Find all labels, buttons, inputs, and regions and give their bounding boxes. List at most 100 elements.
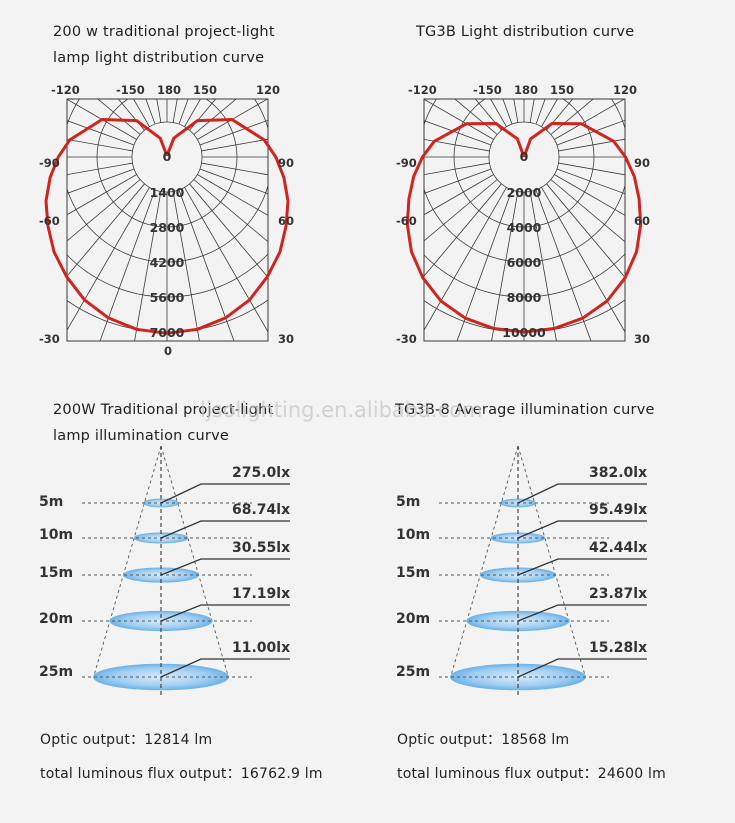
leader-line xyxy=(160,520,290,539)
radial-tick-label: 4000 xyxy=(507,220,542,235)
grid-radial xyxy=(178,189,235,341)
cone-edge xyxy=(450,445,519,678)
grid-radial xyxy=(172,191,200,341)
chart1-title-line1: 200 w traditional project-light xyxy=(53,24,275,40)
c2-lux-label: 95.49lx xyxy=(589,502,648,518)
leader-line xyxy=(160,558,290,576)
grid-radial xyxy=(193,179,268,243)
radial-tick-label: 7000 xyxy=(150,325,185,340)
center-label: 0 xyxy=(163,149,172,164)
grid-radial xyxy=(424,99,494,140)
p2-right-label: 60 xyxy=(634,214,651,228)
grid-radial xyxy=(491,191,519,341)
p2-left-label: -60 xyxy=(396,214,417,228)
grid-radial xyxy=(502,99,513,125)
grid-radial xyxy=(546,99,574,131)
grid-radial xyxy=(541,187,625,333)
p1-right-label: 60 xyxy=(278,214,295,228)
c1-lux-label: 17.19lx xyxy=(232,586,291,602)
c1-distance-label: 15m xyxy=(39,565,74,581)
grid-circle xyxy=(279,0,735,402)
grid-radial xyxy=(554,174,625,216)
grid-radial xyxy=(189,183,268,278)
c1-lux-label: 275.0lx xyxy=(232,465,291,481)
grid-radial xyxy=(490,99,507,127)
grid-radial xyxy=(67,138,133,152)
grid-radial xyxy=(541,99,558,127)
c1-distance-label: 25m xyxy=(39,664,74,680)
distribution-curve xyxy=(44,118,290,335)
chart3-title-line1: 200W Traditional project-light xyxy=(53,402,274,418)
p1-right-label: 30 xyxy=(278,332,295,346)
c2-distance-label: 15m xyxy=(396,565,431,581)
grid-radial xyxy=(456,189,513,341)
distribution-curve xyxy=(405,122,643,334)
grid-radial xyxy=(99,189,156,341)
chart3-title-line2: lamp illumination curve xyxy=(53,428,229,444)
radial-tick-label: 5600 xyxy=(150,290,185,305)
grid-radial xyxy=(67,179,141,242)
grid-radial xyxy=(424,179,498,242)
c2-total-flux: total luminous flux output：24600 lm xyxy=(397,766,666,782)
p2-left-label: -90 xyxy=(396,156,417,170)
radial-tick-label: 10000 xyxy=(502,325,546,340)
p1-top-label: 180 xyxy=(157,83,182,97)
p1-top-label: -150 xyxy=(116,83,145,97)
c1-lux-label: 68.74lx xyxy=(232,502,291,518)
c1-total-flux: total luminous flux output：16762.9 lm xyxy=(40,766,323,782)
leader-line xyxy=(517,658,647,678)
grid-radial xyxy=(424,138,490,152)
grid-radial xyxy=(67,187,150,332)
grid-radial xyxy=(97,99,141,135)
grid-radial xyxy=(67,162,133,176)
grid-radial xyxy=(199,119,268,146)
p2-right-label: 30 xyxy=(634,332,651,346)
c2-optic-output: Optic output：18568 lm xyxy=(397,732,570,748)
leader-line xyxy=(517,483,647,504)
grid-radial xyxy=(424,120,492,146)
cone-chart-left xyxy=(82,445,290,697)
c2-distance-label: 25m xyxy=(396,664,431,680)
c2-distance-label: 5m xyxy=(396,494,421,510)
leader-line xyxy=(160,658,290,678)
grid-radial xyxy=(546,183,625,278)
chart1-title-line2: lamp light distribution curve xyxy=(53,50,265,66)
p2-top-label: 120 xyxy=(613,83,638,97)
grid-radial xyxy=(197,99,268,140)
radial-tick-label: 2000 xyxy=(507,185,542,200)
cone-chart-right xyxy=(439,445,647,697)
grid-radial xyxy=(554,99,625,140)
leader-line xyxy=(517,604,647,622)
grid-radial xyxy=(550,99,594,135)
radial-tick-label: 4200 xyxy=(150,255,185,270)
leader-line xyxy=(517,520,647,539)
grid-radial xyxy=(424,183,502,277)
polar-chart-right: 0 2000 4000 6000 8000 10000 xyxy=(279,0,735,402)
grid-radial xyxy=(558,138,625,152)
c2-lux-label: 23.87lx xyxy=(589,586,648,602)
radial-tick-label: 2800 xyxy=(150,220,185,235)
grid-radial xyxy=(184,187,268,333)
c1-lux-label: 30.55lx xyxy=(232,540,291,556)
leader-line xyxy=(160,604,290,622)
c1-distance-label: 5m xyxy=(39,494,64,510)
p1-left-label: -30 xyxy=(39,332,60,346)
cone-edge xyxy=(93,445,162,678)
radial-tick-label: 8000 xyxy=(507,290,542,305)
grid-radial xyxy=(424,174,494,216)
c2-distance-label: 10m xyxy=(396,527,431,543)
grid-radial xyxy=(193,99,237,135)
grid-radial xyxy=(550,179,625,243)
c1-lux-label: 11.00lx xyxy=(232,640,291,656)
grid-radial xyxy=(558,162,625,176)
p1-top-label: -120 xyxy=(51,83,80,97)
polar-frame xyxy=(66,98,269,342)
grid-radial xyxy=(424,187,507,332)
chart4-title: TG3B-8 Average illumination curve xyxy=(395,402,655,418)
leader-line xyxy=(517,558,647,576)
polar-frame xyxy=(423,98,626,342)
p1-top-label: 150 xyxy=(193,83,218,97)
grid-radial xyxy=(535,99,546,125)
polar-chart-left: 0 1400 2800 4200 5600 7000 xyxy=(44,98,290,342)
